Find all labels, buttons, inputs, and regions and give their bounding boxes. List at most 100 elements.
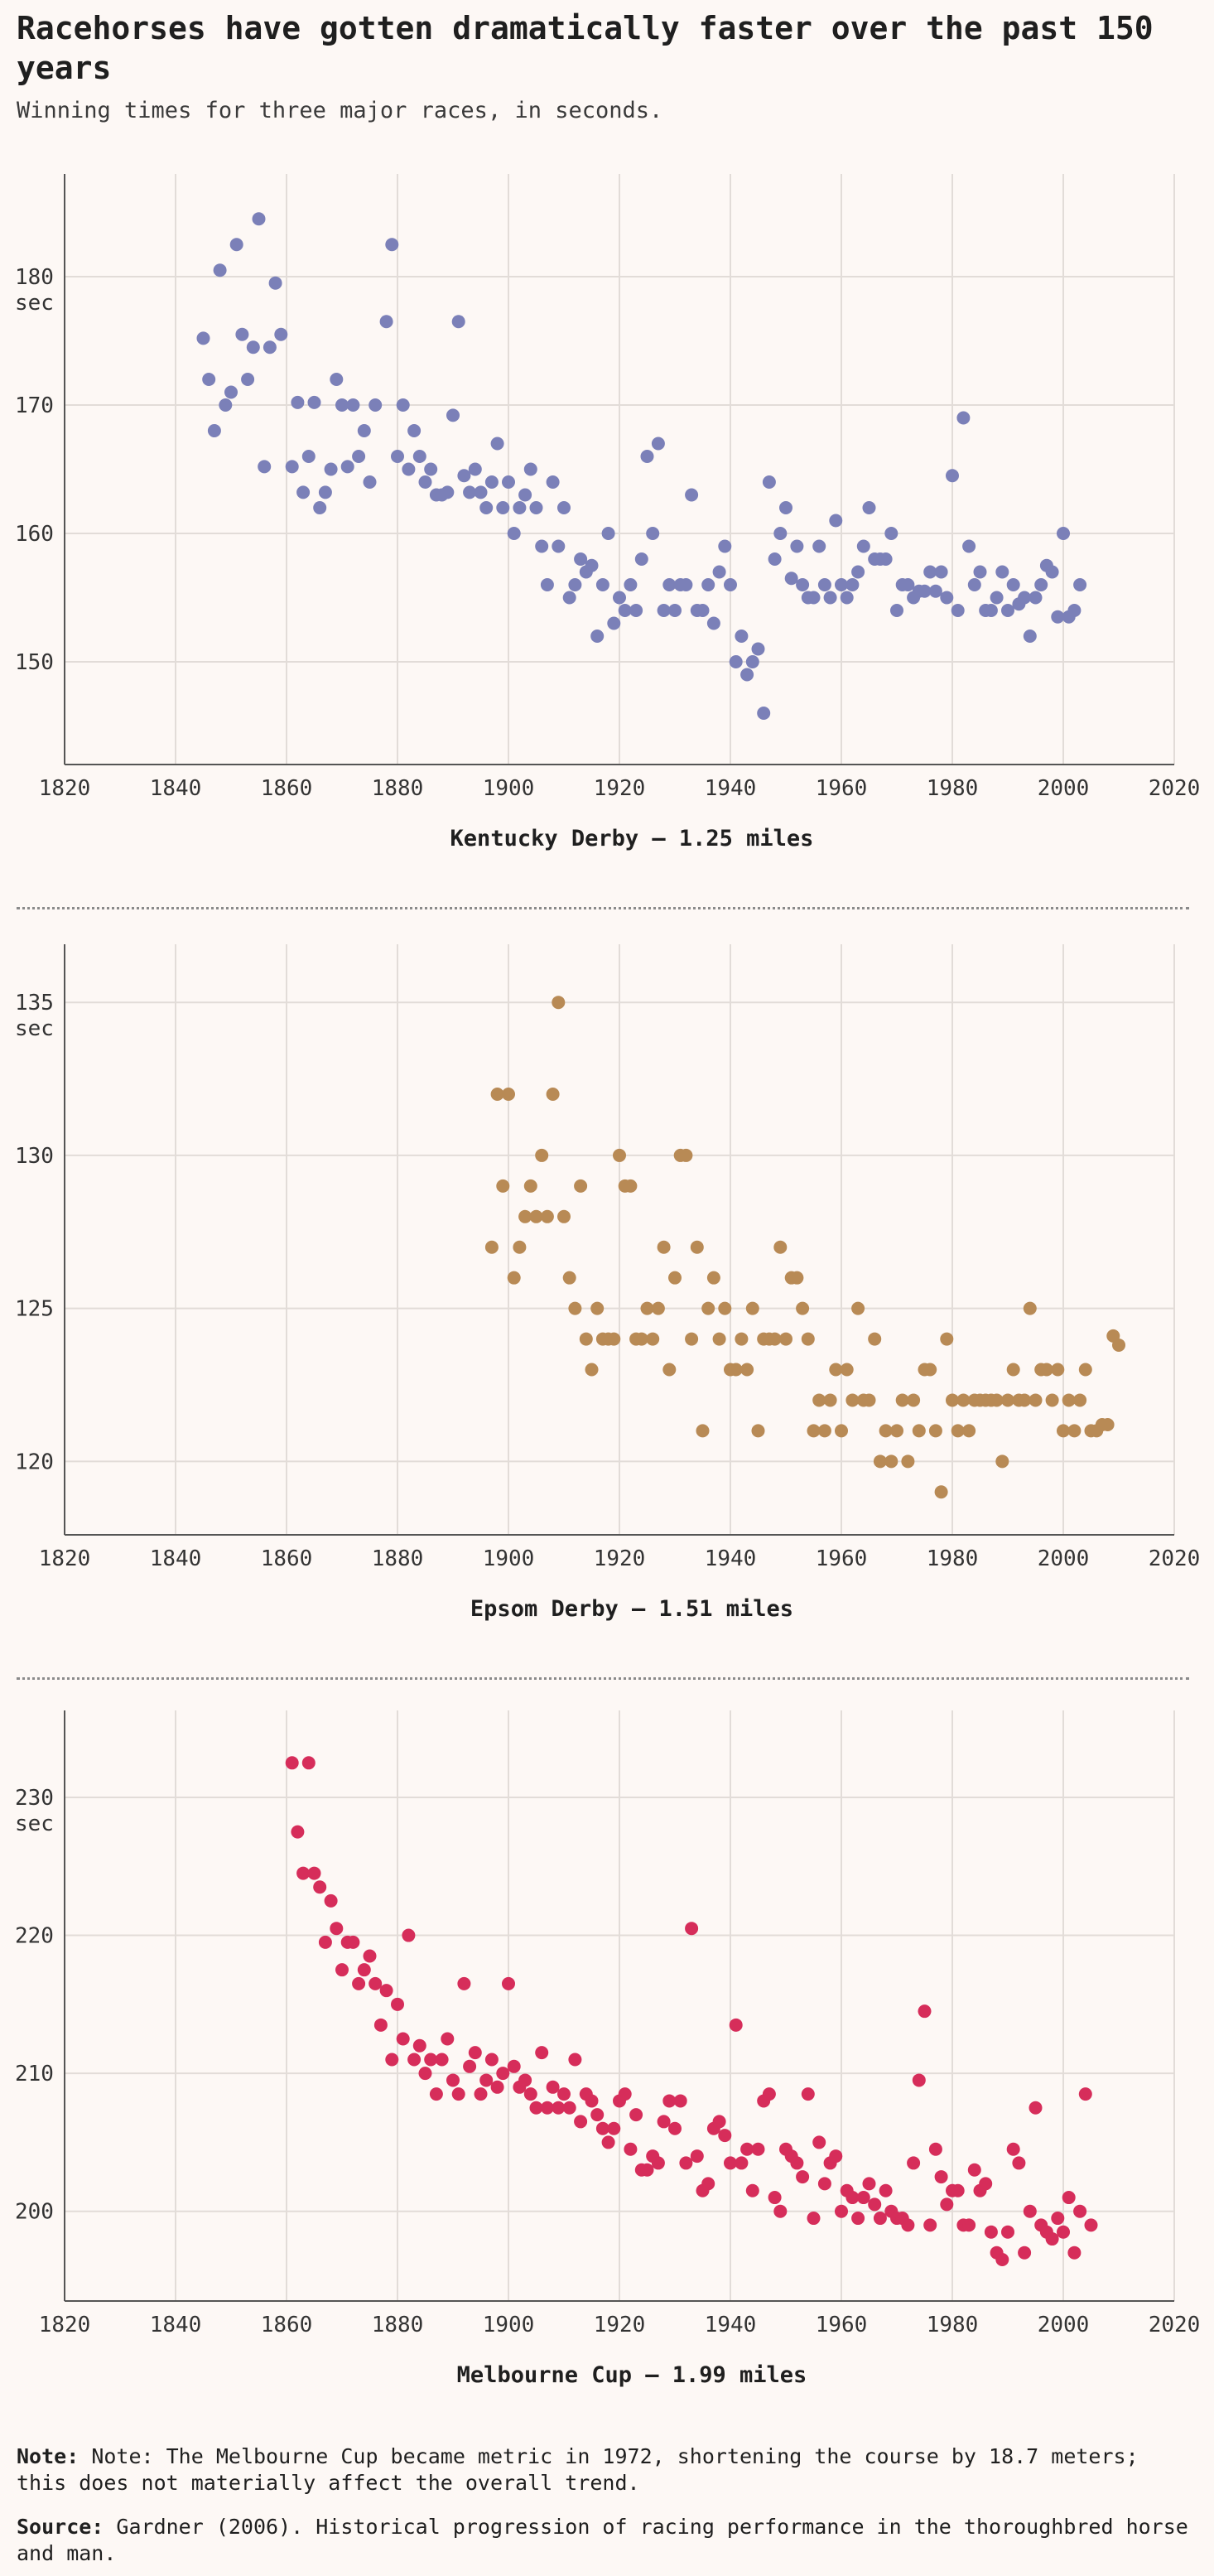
epsom-data-point	[535, 1148, 549, 1162]
kentucky-data-point	[634, 552, 648, 566]
kentucky-data-point	[412, 450, 426, 463]
epsom-data-point	[812, 1393, 826, 1407]
x-tick-label: 1940	[705, 1546, 757, 1571]
epsom-data-point	[934, 1485, 948, 1499]
x-tick-label: 1900	[483, 2313, 535, 2337]
kentucky-data-point	[507, 527, 521, 540]
kentucky-data-point	[252, 212, 266, 226]
melbourne-data-point	[934, 2170, 948, 2184]
epsom-data-point	[946, 1393, 959, 1407]
epsom-data-point	[779, 1332, 792, 1346]
x-tick-label: 1980	[927, 2313, 979, 2337]
x-tick-label: 1940	[705, 2313, 757, 2337]
melbourne-data-point	[701, 2177, 715, 2191]
melbourne-data-point	[291, 1825, 305, 1839]
melbourne-data-point	[330, 1922, 344, 1936]
section-divider	[17, 907, 1189, 909]
kentucky-data-point	[229, 238, 243, 252]
x-tick-label: 1820	[39, 1546, 91, 1571]
melbourne-data-point	[352, 1976, 366, 1990]
kentucky-data-point	[1023, 630, 1037, 643]
kentucky-data-point	[718, 539, 732, 553]
melbourne-data-point	[712, 2115, 726, 2129]
kentucky-data-point	[224, 385, 238, 399]
epsom-data-point	[634, 1332, 648, 1346]
melbourne-data-point	[446, 2073, 460, 2087]
x-tick-label: 1920	[594, 776, 646, 801]
melbourne-data-point	[801, 2087, 815, 2101]
melbourne-data-point	[396, 2032, 410, 2046]
melbourne-data-point	[829, 2149, 843, 2164]
kentucky-data-point	[845, 578, 860, 591]
melbourne-data-point	[324, 1893, 338, 1908]
epsom-data-point	[873, 1454, 887, 1469]
kentucky-data-point	[568, 578, 582, 591]
kentucky-data-point	[990, 591, 1004, 605]
melbourne-data-point	[1078, 2087, 1092, 2101]
epsom-data-point	[807, 1424, 821, 1438]
kentucky-data-point	[646, 527, 660, 540]
epsom-data-point	[729, 1363, 743, 1377]
epsom-data-point	[568, 1301, 582, 1315]
y-tick-label: 200	[15, 2200, 54, 2225]
kentucky-data-point	[490, 437, 504, 451]
epsom-data-point	[552, 996, 566, 1010]
kentucky-data-point	[307, 395, 321, 409]
melbourne-data-point	[962, 2218, 976, 2232]
melbourne-data-point	[552, 2101, 566, 2115]
melbourne-data-point	[724, 2156, 737, 2170]
kentucky-data-point	[463, 485, 477, 499]
kentucky-data-point	[330, 373, 344, 386]
kentucky-data-point	[613, 591, 626, 605]
melbourne-data-point	[879, 2183, 893, 2197]
kentucky-data-point	[335, 398, 349, 412]
kentucky-data-point	[984, 604, 998, 617]
epsom-data-point	[557, 1209, 571, 1223]
y-unit-label: sec	[15, 1811, 54, 1836]
epsom-data-point	[484, 1240, 499, 1254]
melbourne-data-point	[690, 2149, 704, 2164]
kentucky-data-point	[557, 501, 571, 514]
melbourne-data-point	[429, 2087, 443, 2101]
epsom-data-point	[835, 1424, 848, 1438]
kentucky-data-point	[219, 398, 233, 412]
epsom-data-point	[490, 1088, 504, 1102]
kentucky-data-point	[1045, 565, 1059, 579]
melbourne-cup-chart: 1820 1840 1860 1880 1900 1920 1940 1960 1980 2000…	[15, 1710, 1200, 2388]
melbourne-data-point	[523, 2087, 537, 2101]
x-tick-label: 1840	[150, 2313, 202, 2337]
epsom-data-point	[646, 1332, 660, 1346]
kentucky-data-point	[773, 527, 788, 540]
kentucky-data-point	[784, 572, 798, 586]
kentucky-data-point	[479, 501, 494, 514]
kentucky-data-point	[518, 488, 532, 502]
epsom-data-point	[1045, 1393, 1059, 1407]
kentucky-data-point	[552, 539, 566, 553]
kentucky-data-point	[562, 591, 576, 605]
melbourne-data-point	[640, 2163, 654, 2177]
kentucky-data-point	[1057, 527, 1070, 540]
melbourne-data-point	[979, 2177, 993, 2191]
melbourne-data-point	[1067, 2246, 1082, 2260]
kentucky-data-point	[369, 398, 383, 412]
x-tick-label: 2020	[1149, 776, 1201, 801]
kentucky-data-point	[856, 539, 870, 553]
melbourne-data-point	[740, 2142, 754, 2156]
epsom-data-point	[940, 1332, 954, 1346]
epsom-data-point	[868, 1332, 882, 1346]
kentucky-data-point	[696, 604, 710, 617]
kentucky-data-point	[851, 565, 865, 579]
melbourne-data-point	[435, 2053, 449, 2067]
y-tick-label: 230	[15, 1786, 54, 1811]
epsom-data-point	[529, 1209, 543, 1223]
melbourne-data-point	[313, 1880, 327, 1894]
kentucky-data-point	[967, 578, 981, 591]
melbourne-data-point	[796, 2170, 810, 2184]
kentucky-data-point	[441, 485, 455, 499]
melbourne-data-point	[918, 2004, 932, 2019]
y-unit-label: sec	[15, 1016, 54, 1041]
kentucky-data-point	[817, 578, 831, 591]
kentucky-data-point	[590, 630, 605, 643]
melbourne-data-point	[718, 2129, 732, 2143]
y-tick-label: 135	[15, 991, 54, 1015]
